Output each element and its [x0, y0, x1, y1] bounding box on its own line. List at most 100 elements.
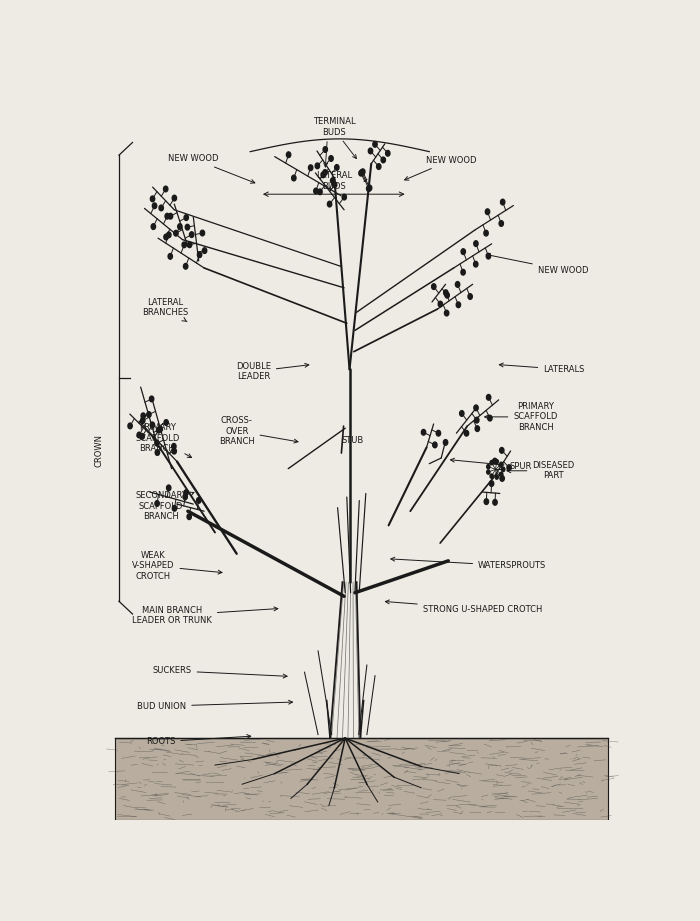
- Circle shape: [184, 215, 188, 220]
- Circle shape: [493, 499, 497, 505]
- Circle shape: [137, 432, 141, 437]
- Circle shape: [141, 417, 145, 424]
- Circle shape: [474, 240, 478, 247]
- Circle shape: [500, 462, 503, 466]
- Circle shape: [200, 230, 204, 236]
- Circle shape: [323, 169, 328, 175]
- Circle shape: [486, 394, 491, 400]
- Circle shape: [165, 214, 169, 219]
- Circle shape: [444, 310, 449, 316]
- Circle shape: [164, 186, 168, 192]
- Text: STRONG U-SHAPED CROTCH: STRONG U-SHAPED CROTCH: [386, 600, 542, 613]
- Circle shape: [359, 170, 363, 176]
- Circle shape: [187, 514, 191, 519]
- Circle shape: [500, 472, 503, 476]
- Circle shape: [197, 251, 202, 258]
- Circle shape: [501, 467, 505, 472]
- Text: ROOTS: ROOTS: [146, 735, 251, 746]
- Circle shape: [486, 464, 490, 469]
- Circle shape: [368, 148, 372, 154]
- Circle shape: [172, 195, 176, 201]
- Circle shape: [360, 169, 364, 175]
- Circle shape: [330, 178, 335, 183]
- Circle shape: [433, 442, 437, 448]
- Circle shape: [323, 146, 328, 152]
- Circle shape: [155, 440, 159, 446]
- Circle shape: [484, 499, 489, 505]
- Circle shape: [172, 506, 176, 511]
- Circle shape: [436, 430, 440, 436]
- Circle shape: [421, 429, 426, 435]
- Circle shape: [151, 224, 155, 229]
- Circle shape: [500, 199, 505, 204]
- Text: DISEASED
PART: DISEASED PART: [507, 461, 575, 481]
- Circle shape: [202, 248, 206, 253]
- Circle shape: [495, 475, 498, 479]
- Circle shape: [500, 475, 504, 482]
- Circle shape: [486, 253, 491, 259]
- Text: NEW WOOD: NEW WOOD: [486, 253, 588, 274]
- Circle shape: [182, 242, 186, 248]
- Circle shape: [332, 182, 337, 188]
- Text: SECONDARY
SCAFFOLD
BRANCH: SECONDARY SCAFFOLD BRANCH: [135, 491, 194, 521]
- Circle shape: [490, 474, 493, 478]
- Circle shape: [190, 232, 194, 238]
- Circle shape: [147, 412, 151, 417]
- Circle shape: [168, 214, 173, 219]
- Circle shape: [155, 501, 160, 507]
- Circle shape: [158, 426, 162, 432]
- Circle shape: [188, 242, 192, 248]
- Circle shape: [377, 164, 381, 169]
- Circle shape: [373, 142, 377, 147]
- Circle shape: [315, 163, 319, 169]
- Circle shape: [495, 460, 498, 464]
- Circle shape: [292, 175, 296, 181]
- Text: LATERALS: LATERALS: [499, 363, 584, 374]
- Circle shape: [128, 423, 132, 429]
- Circle shape: [342, 194, 346, 200]
- Circle shape: [172, 444, 176, 449]
- Circle shape: [464, 430, 468, 436]
- Circle shape: [490, 460, 493, 465]
- Text: DOUBLE
LEADER: DOUBLE LEADER: [236, 362, 309, 381]
- Text: CROSS-
OVER
BRANCH: CROSS- OVER BRANCH: [219, 416, 298, 446]
- Circle shape: [386, 150, 390, 157]
- Circle shape: [367, 186, 371, 192]
- Circle shape: [167, 485, 171, 491]
- Circle shape: [155, 449, 160, 455]
- Circle shape: [153, 203, 157, 209]
- Text: MAIN BRANCH
LEADER OR TRUNK: MAIN BRANCH LEADER OR TRUNK: [132, 606, 278, 625]
- Circle shape: [178, 224, 182, 229]
- Text: NEW WOOD: NEW WOOD: [405, 156, 476, 181]
- Circle shape: [164, 420, 168, 426]
- Circle shape: [432, 284, 436, 289]
- Circle shape: [488, 415, 492, 421]
- Circle shape: [335, 165, 339, 170]
- Circle shape: [444, 290, 448, 296]
- Circle shape: [309, 165, 313, 170]
- Text: SPUR: SPUR: [451, 459, 532, 471]
- Circle shape: [468, 294, 472, 299]
- Circle shape: [167, 232, 171, 238]
- Text: CROWN: CROWN: [95, 435, 104, 468]
- Circle shape: [286, 152, 290, 157]
- Text: TERMINAL
BUDS: TERMINAL BUDS: [313, 117, 356, 136]
- Circle shape: [140, 434, 144, 439]
- Text: WEAK
V-SHAPED
CROTCH: WEAK V-SHAPED CROTCH: [132, 551, 222, 581]
- Circle shape: [157, 427, 161, 433]
- Circle shape: [475, 426, 480, 431]
- Text: NEW WOOD: NEW WOOD: [168, 154, 255, 183]
- Circle shape: [360, 169, 365, 175]
- Text: PRIMARY
SCAFFOLD
BRANCH: PRIMARY SCAFFOLD BRANCH: [135, 424, 192, 458]
- Text: LATERAL
BRANCHES: LATERAL BRANCHES: [141, 298, 188, 321]
- Circle shape: [438, 301, 442, 307]
- Circle shape: [314, 188, 318, 193]
- Circle shape: [141, 413, 146, 419]
- Circle shape: [501, 467, 505, 472]
- Circle shape: [183, 494, 188, 500]
- Circle shape: [174, 230, 178, 236]
- Circle shape: [499, 221, 503, 227]
- Circle shape: [172, 449, 176, 454]
- Circle shape: [197, 497, 201, 503]
- Circle shape: [461, 249, 466, 254]
